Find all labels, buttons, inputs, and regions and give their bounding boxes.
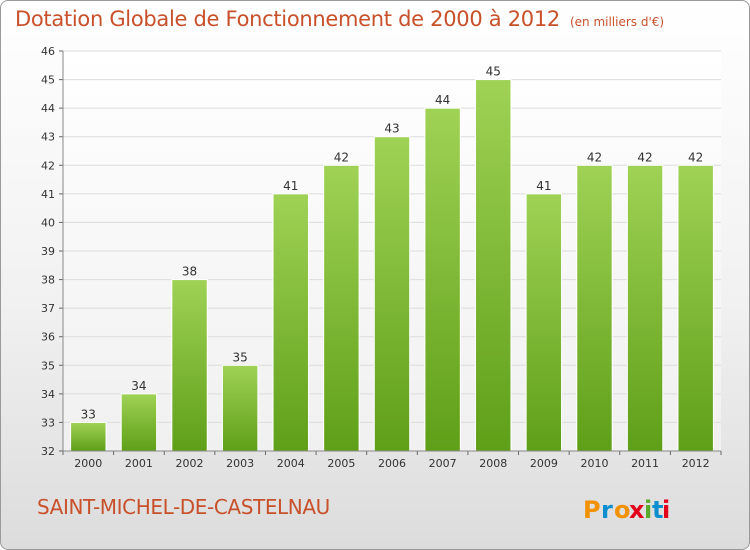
bar-2010: [576, 164, 613, 452]
x-tick-label: 2003: [226, 457, 254, 470]
x-tick-label: 2005: [327, 457, 355, 470]
value-label: 34: [131, 379, 146, 393]
value-label: 35: [233, 350, 248, 364]
bar-2009: [525, 193, 563, 452]
x-tick-label: 2000: [74, 457, 102, 470]
bar-2003: [221, 364, 259, 452]
bar-2004: [272, 193, 309, 452]
commune-name: SAINT-MICHEL-DE-CASTELNAU: [37, 495, 330, 519]
y-tick-label: 32: [41, 445, 55, 458]
y-tick-label: 35: [41, 359, 55, 372]
logo-letter: o: [614, 496, 631, 524]
bar-2005: [323, 164, 360, 452]
y-tick-label: 34: [41, 388, 55, 401]
chart-title: Dotation Globale de Fonctionnement de 20…: [15, 7, 560, 31]
x-tick-label: 2007: [429, 457, 457, 470]
value-label: 42: [688, 150, 703, 164]
y-tick-label: 33: [41, 416, 55, 429]
x-tick-label: 2011: [631, 457, 659, 470]
y-tick-label: 40: [41, 216, 55, 229]
value-label: 42: [334, 150, 349, 164]
bar-2012: [677, 164, 714, 452]
x-tick-label: 2002: [176, 457, 204, 470]
x-tick-label: 2010: [580, 457, 608, 470]
logo-letter: x: [629, 496, 645, 524]
y-tick-label: 45: [41, 74, 55, 87]
y-tick-label: 36: [41, 331, 55, 344]
y-tick-label: 43: [41, 131, 55, 144]
x-tick-label: 2009: [530, 457, 558, 470]
value-label: 41: [283, 179, 298, 193]
x-tick-label: 2004: [277, 457, 305, 470]
x-tick-label: 2006: [378, 457, 406, 470]
bar-2008: [475, 79, 512, 452]
y-tick-label: 38: [41, 274, 55, 287]
bar-2002: [171, 279, 208, 452]
logo-letter: i: [644, 496, 652, 524]
value-label: 33: [81, 407, 96, 421]
x-tick-label: 2012: [682, 457, 710, 470]
bar-2006: [373, 136, 411, 452]
value-label: 44: [435, 93, 450, 107]
y-tick-label: 42: [41, 159, 55, 172]
logo-letter: i: [662, 496, 670, 524]
y-tick-label: 46: [41, 45, 55, 58]
bar-2000: [70, 421, 107, 452]
logo-letter: r: [601, 496, 613, 524]
chart-unit: (en milliers d'€): [569, 15, 665, 29]
value-label: 41: [536, 179, 551, 193]
value-label: 45: [486, 65, 501, 79]
x-tick-label: 2008: [479, 457, 507, 470]
value-label: 42: [637, 150, 652, 164]
bar-2001: [120, 393, 158, 452]
value-label: 42: [587, 150, 602, 164]
x-tick-label: 2001: [125, 457, 153, 470]
logo-letter: P: [583, 496, 601, 524]
y-tick-label: 37: [41, 302, 55, 315]
y-tick-label: 41: [41, 188, 55, 201]
y-tick-label: 44: [41, 102, 55, 115]
bar-2007: [424, 107, 461, 452]
logo-letter: t: [652, 496, 663, 524]
chart-title-block: Dotation Globale de Fonctionnement de 20…: [15, 7, 664, 31]
value-label: 43: [384, 122, 399, 136]
y-tick-label: 39: [41, 245, 55, 258]
bar-2011: [626, 164, 664, 452]
value-label: 38: [182, 265, 197, 279]
